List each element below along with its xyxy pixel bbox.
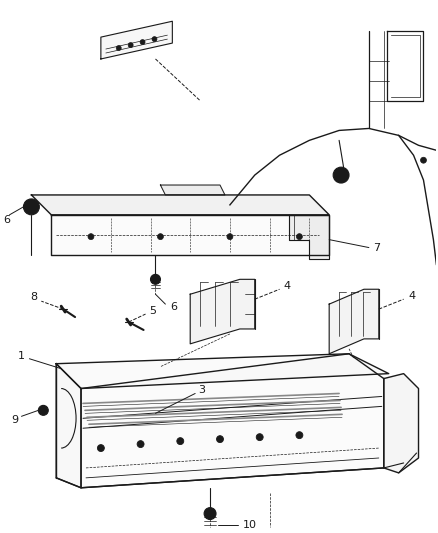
Circle shape bbox=[216, 435, 223, 442]
Circle shape bbox=[337, 171, 345, 179]
Circle shape bbox=[420, 157, 427, 163]
Polygon shape bbox=[56, 364, 81, 488]
Circle shape bbox=[116, 45, 121, 51]
Polygon shape bbox=[32, 195, 329, 215]
Text: 1: 1 bbox=[18, 351, 25, 361]
Polygon shape bbox=[190, 279, 255, 344]
Circle shape bbox=[157, 233, 163, 240]
Circle shape bbox=[333, 167, 349, 183]
Circle shape bbox=[140, 39, 145, 45]
Circle shape bbox=[256, 434, 263, 441]
Polygon shape bbox=[329, 289, 379, 354]
Polygon shape bbox=[101, 21, 172, 59]
Circle shape bbox=[151, 274, 160, 284]
Text: 6: 6 bbox=[3, 215, 10, 225]
Text: 7: 7 bbox=[373, 243, 380, 253]
Circle shape bbox=[227, 233, 233, 240]
Circle shape bbox=[128, 43, 133, 47]
Text: 5: 5 bbox=[149, 306, 156, 316]
Text: 9: 9 bbox=[11, 415, 18, 425]
Polygon shape bbox=[160, 185, 225, 195]
Circle shape bbox=[152, 37, 157, 42]
Text: 4: 4 bbox=[408, 291, 415, 301]
Polygon shape bbox=[290, 215, 329, 260]
Circle shape bbox=[177, 438, 184, 445]
Text: 3: 3 bbox=[198, 384, 205, 394]
Circle shape bbox=[297, 233, 302, 240]
Text: 6: 6 bbox=[170, 302, 177, 312]
Circle shape bbox=[88, 233, 94, 240]
Text: 8: 8 bbox=[30, 292, 37, 302]
Circle shape bbox=[296, 432, 303, 439]
Circle shape bbox=[24, 199, 39, 215]
Text: 10: 10 bbox=[243, 521, 257, 530]
Polygon shape bbox=[56, 354, 389, 389]
Circle shape bbox=[207, 511, 213, 516]
Polygon shape bbox=[51, 215, 329, 255]
Circle shape bbox=[39, 406, 48, 415]
Text: 4: 4 bbox=[284, 281, 291, 291]
Circle shape bbox=[41, 408, 46, 413]
Polygon shape bbox=[384, 374, 419, 473]
Circle shape bbox=[28, 203, 35, 211]
Polygon shape bbox=[81, 354, 384, 488]
Circle shape bbox=[204, 507, 216, 520]
Circle shape bbox=[137, 441, 144, 448]
Circle shape bbox=[97, 445, 104, 451]
